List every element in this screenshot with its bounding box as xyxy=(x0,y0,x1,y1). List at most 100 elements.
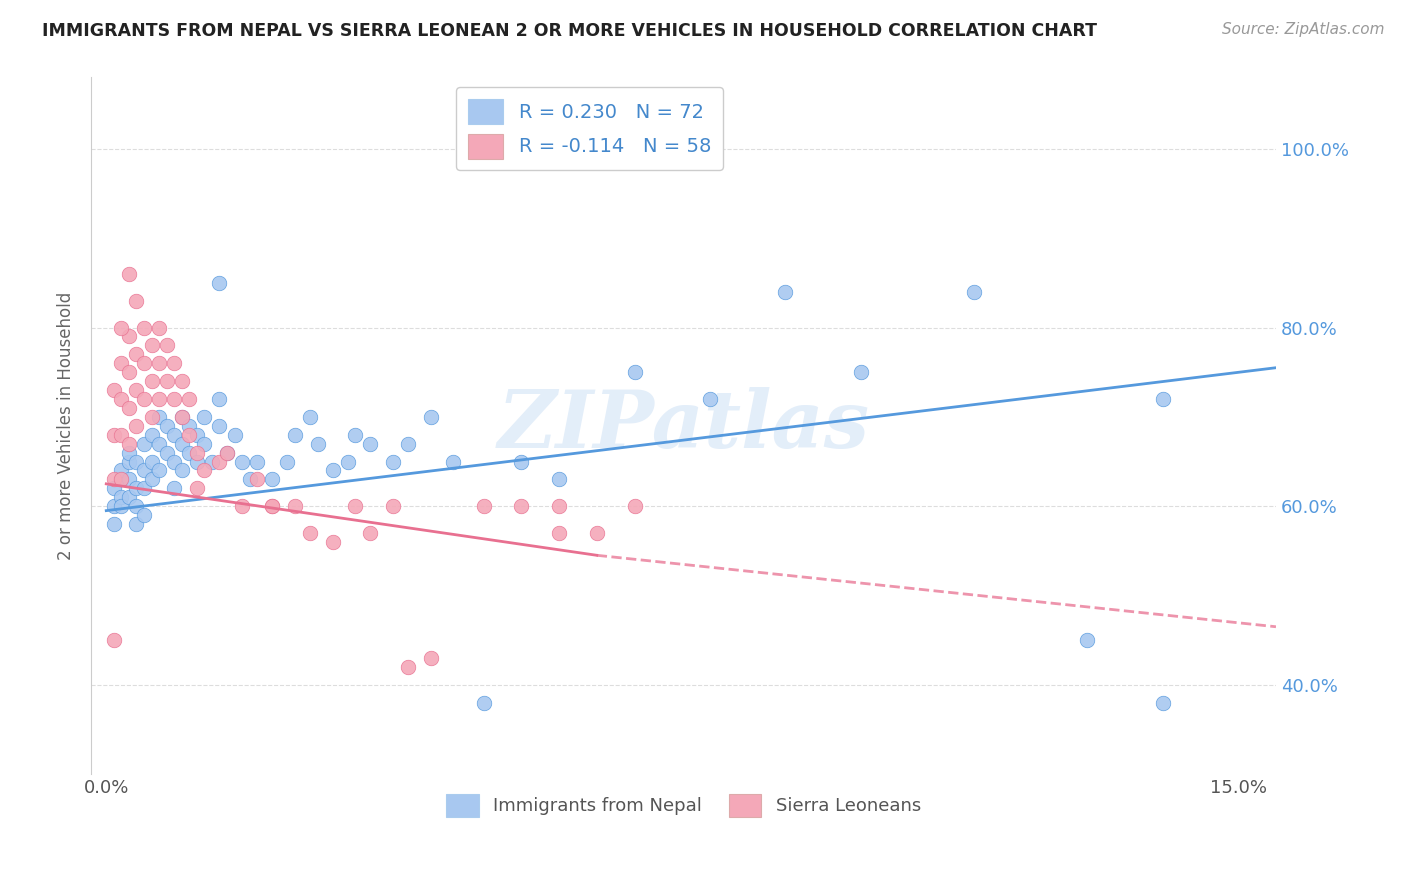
Point xyxy=(179,392,201,406)
Point xyxy=(359,436,381,450)
Point xyxy=(170,463,193,477)
Point xyxy=(276,454,298,468)
Point xyxy=(148,436,170,450)
Point xyxy=(193,463,215,477)
Y-axis label: 2 or more Vehicles in Household: 2 or more Vehicles in Household xyxy=(58,292,75,560)
Point xyxy=(231,499,253,513)
Point xyxy=(110,392,132,406)
Point xyxy=(963,285,986,299)
Point xyxy=(125,293,148,308)
Point xyxy=(179,427,201,442)
Point xyxy=(186,454,208,468)
Point xyxy=(262,499,284,513)
Point xyxy=(163,356,186,370)
Point xyxy=(208,418,231,433)
Point xyxy=(359,525,381,540)
Point xyxy=(548,525,571,540)
Point xyxy=(110,427,132,442)
Point xyxy=(103,633,125,648)
Point xyxy=(441,454,464,468)
Point xyxy=(141,454,163,468)
Point xyxy=(148,356,170,370)
Point xyxy=(141,472,163,486)
Point xyxy=(186,427,208,442)
Point xyxy=(775,285,797,299)
Point xyxy=(163,427,186,442)
Point xyxy=(396,436,419,450)
Point xyxy=(849,365,872,379)
Point xyxy=(585,525,607,540)
Point xyxy=(186,445,208,459)
Point xyxy=(170,436,193,450)
Point xyxy=(110,356,132,370)
Point xyxy=(132,481,155,495)
Point xyxy=(170,409,193,424)
Point xyxy=(246,454,269,468)
Point xyxy=(103,472,125,486)
Point xyxy=(148,392,170,406)
Point xyxy=(239,472,262,486)
Legend: Immigrants from Nepal, Sierra Leoneans: Immigrants from Nepal, Sierra Leoneans xyxy=(439,787,928,824)
Point xyxy=(193,409,215,424)
Point xyxy=(163,392,186,406)
Point xyxy=(472,499,495,513)
Point xyxy=(141,338,163,352)
Point xyxy=(208,454,231,468)
Point xyxy=(110,490,132,504)
Point xyxy=(118,365,141,379)
Point xyxy=(472,696,495,710)
Point xyxy=(382,454,405,468)
Point xyxy=(132,463,155,477)
Point xyxy=(141,427,163,442)
Point xyxy=(118,436,141,450)
Text: ZIPatlas: ZIPatlas xyxy=(498,387,870,465)
Point xyxy=(125,516,148,531)
Point xyxy=(163,481,186,495)
Point xyxy=(322,535,344,549)
Point xyxy=(307,436,329,450)
Point xyxy=(262,472,284,486)
Point xyxy=(118,490,141,504)
Point xyxy=(419,409,441,424)
Point xyxy=(125,383,148,397)
Point xyxy=(336,454,359,468)
Point xyxy=(156,445,179,459)
Point xyxy=(125,418,148,433)
Point xyxy=(284,499,307,513)
Point xyxy=(132,508,155,522)
Point xyxy=(1076,633,1098,648)
Point xyxy=(118,454,141,468)
Point xyxy=(125,499,148,513)
Text: IMMIGRANTS FROM NEPAL VS SIERRA LEONEAN 2 OR MORE VEHICLES IN HOUSEHOLD CORRELAT: IMMIGRANTS FROM NEPAL VS SIERRA LEONEAN … xyxy=(42,22,1097,40)
Point xyxy=(110,472,132,486)
Point xyxy=(125,454,148,468)
Point xyxy=(193,436,215,450)
Point xyxy=(344,427,367,442)
Point xyxy=(103,499,125,513)
Point xyxy=(186,481,208,495)
Point xyxy=(125,347,148,361)
Point xyxy=(215,445,238,459)
Point xyxy=(110,499,132,513)
Point xyxy=(699,392,721,406)
Point xyxy=(179,445,201,459)
Point xyxy=(148,409,170,424)
Point xyxy=(208,392,231,406)
Point xyxy=(156,418,179,433)
Point xyxy=(132,436,155,450)
Point xyxy=(103,427,125,442)
Point xyxy=(382,499,405,513)
Point xyxy=(141,374,163,388)
Point xyxy=(141,409,163,424)
Point xyxy=(103,481,125,495)
Point xyxy=(208,276,231,290)
Point xyxy=(110,472,132,486)
Point xyxy=(156,374,179,388)
Point xyxy=(118,267,141,281)
Point xyxy=(148,463,170,477)
Point xyxy=(118,472,141,486)
Point xyxy=(510,454,533,468)
Point xyxy=(231,454,253,468)
Point xyxy=(170,409,193,424)
Point xyxy=(118,329,141,343)
